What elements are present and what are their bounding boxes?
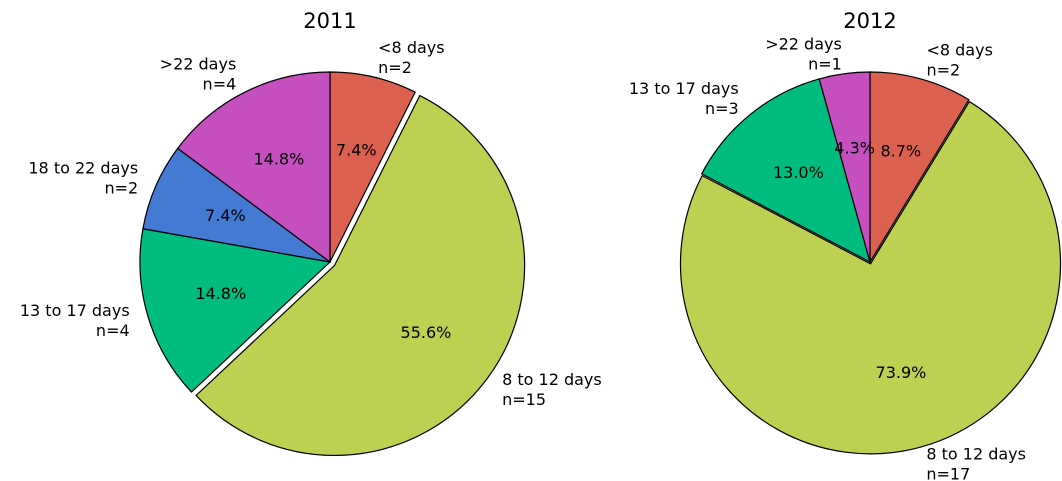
category-label: <8 days	[926, 40, 992, 59]
pie-slice	[700, 78, 871, 264]
value-label: 14.8%	[253, 150, 304, 169]
pie-slice	[818, 71, 871, 263]
value-label: 14.8%	[195, 284, 246, 303]
value-label: 4.3%	[834, 139, 875, 158]
value-label: 13.0%	[773, 163, 824, 182]
category-label: 8 to 12 days	[926, 445, 1026, 464]
pie-slice	[869, 71, 970, 265]
count-label: n=2	[378, 58, 412, 77]
count-label: n=1	[808, 54, 842, 73]
count-label: n=15	[502, 390, 546, 409]
pie-slice	[195, 94, 526, 456]
count-label: n=4	[96, 321, 130, 340]
category-label: 18 to 22 days	[28, 158, 138, 177]
value-label: 8.7%	[880, 142, 921, 161]
value-label: 55.6%	[401, 323, 452, 342]
chart-title: 2011	[303, 9, 356, 33]
count-label: n=3	[705, 99, 739, 118]
pie-slice	[139, 228, 332, 393]
category-label: >22 days	[160, 55, 237, 74]
count-label: n=2	[104, 178, 138, 197]
pie-slice	[176, 71, 331, 264]
category-label: 13 to 17 days	[20, 301, 130, 320]
value-label: 7.4%	[336, 141, 377, 160]
count-label: n=17	[926, 465, 970, 481]
count-label: n=2	[926, 60, 960, 79]
pie-slice	[679, 100, 1062, 455]
category-label: 13 to 17 days	[629, 79, 739, 98]
category-label: <8 days	[378, 38, 444, 57]
count-label: n=4	[203, 75, 237, 94]
value-label: 73.9%	[876, 363, 927, 382]
category-label: 8 to 12 days	[502, 370, 602, 389]
category-label: >22 days	[765, 34, 842, 53]
chart-title: 2012	[843, 9, 896, 33]
value-label: 7.4%	[205, 206, 246, 225]
